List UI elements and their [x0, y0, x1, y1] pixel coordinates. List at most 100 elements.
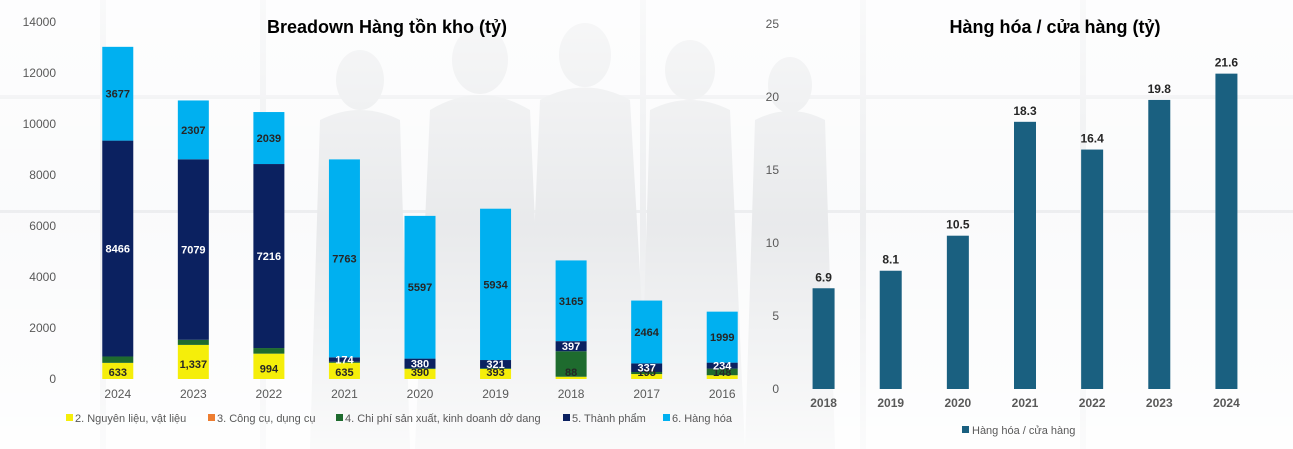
bar-segment-finished: [404, 358, 436, 369]
inventory-legend: 2. Nguyên liệu, vật liệu 3. Công cụ, dụng…: [66, 413, 733, 425]
data-label-goods-per-store: 21.6: [1215, 56, 1239, 70]
bar-segment-goods: [253, 112, 285, 165]
data-label-raw_materials: 635: [335, 367, 353, 379]
data-label-goods-per-store: 19.8: [1148, 82, 1172, 96]
x-tick-label: 2020: [407, 387, 434, 401]
data-label-raw_materials: 195: [637, 367, 655, 379]
bar-segment-finished: [706, 362, 738, 369]
legend-label-goods: 6. Hàng hóa: [672, 413, 733, 425]
bar-goods-per-store: [879, 270, 902, 389]
bar-segment-raw_materials: [102, 362, 134, 379]
data-label-raw_materials: 148: [713, 367, 731, 379]
legend-swatch-finished: [563, 414, 570, 421]
y-tick-label: 20: [766, 90, 780, 104]
y-tick-label: 12000: [23, 66, 57, 80]
legend-label-goods-per-store: Hàng hóa / cửa hàng: [972, 425, 1075, 437]
data-label-finished: 234: [713, 361, 732, 373]
data-label-goods-per-store: 16.4: [1080, 132, 1104, 146]
x-tick-label: 2018: [558, 387, 585, 401]
data-label-finished: 337: [637, 363, 655, 375]
legend-label-tools: 3. Công cụ, dụng cụ: [217, 413, 315, 425]
y-tick-label: 0: [49, 372, 56, 386]
legend-swatch-goods-per-store: [962, 426, 969, 433]
bar-segment-raw_materials: [555, 376, 587, 379]
legend-label-finished: 5. Thành phẩm: [572, 413, 646, 425]
data-label-goods-per-store: 18.3: [1013, 104, 1037, 118]
legend-label-raw_materials: 2. Nguyên liệu, vật liệu: [75, 413, 186, 425]
bar-goods-per-store: [1081, 149, 1104, 389]
goods-per-store-chart: Hàng hóa / cửa hàng (tỷ) 0 5 10 15 20 25 6.9 8…: [766, 17, 1240, 437]
bar-segment-finished: [480, 360, 512, 369]
x-tick-label: 2021: [331, 387, 358, 401]
inventory-breakdown-chart: Breadown Hàng tồn kho (tỷ) 0 2000 4000 6000…: [23, 15, 738, 425]
bar-segment-goods: [631, 300, 663, 364]
bar-goods-per-store: [1014, 121, 1036, 389]
goods-per-store-x-axis: 2018 2019 2020 2021 2022 2023 2024: [810, 396, 1240, 410]
bar-segment-wip: [253, 348, 285, 354]
x-tick-label: 2020: [945, 396, 972, 410]
bar-segment-wip: [328, 361, 360, 363]
bar-segment-wip: [480, 368, 512, 369]
legend-swatch-raw_materials: [66, 414, 73, 421]
bar-segment-goods: [177, 100, 209, 160]
data-label-goods-per-store: 6.9: [815, 270, 832, 284]
y-tick-label: 4000: [29, 270, 56, 284]
bar-goods-per-store: [1148, 99, 1171, 390]
data-label-finished: 7216: [257, 251, 281, 263]
data-label-goods-per-store: 8.1: [882, 253, 899, 267]
data-label-goods: 2039: [257, 133, 281, 145]
bar-segment-wip: [631, 371, 663, 375]
bar-segment-finished: [253, 164, 285, 349]
bar-segment-finished: [555, 341, 587, 352]
y-tick-label: 15: [766, 163, 780, 177]
legend-swatch-wip: [336, 414, 343, 421]
data-label-goods: 7763: [332, 253, 356, 265]
y-tick-label: 2000: [29, 321, 56, 335]
goods-per-store-data-labels: 6.9 8.1 10.5 18.3 16.4 19.8 21.6: [815, 56, 1238, 285]
bar-segment-wip: [102, 356, 134, 363]
x-tick-label: 2018: [810, 396, 837, 410]
bar-segment-goods: [706, 311, 738, 363]
bar-segment-wip: [706, 368, 738, 376]
data-label-goods: 5597: [408, 282, 432, 294]
bar-segment-finished: [177, 159, 209, 340]
data-label-raw_materials: 88: [565, 367, 577, 379]
bar-segment-goods: [328, 159, 360, 358]
data-label-goods: 1999: [710, 332, 734, 344]
x-tick-label: 2024: [1213, 396, 1240, 410]
data-label-finished: 8466: [106, 244, 130, 256]
y-tick-label: 25: [766, 17, 780, 31]
data-label-finished: 174: [335, 355, 354, 367]
data-label-goods-per-store: 10.5: [946, 218, 970, 232]
bar-segment-raw_materials: [177, 344, 209, 379]
data-label-raw_materials: 1,337: [180, 359, 208, 371]
data-label-goods: 2307: [181, 125, 205, 137]
bar-segment-raw_materials: [404, 369, 436, 379]
data-label-finished: 7079: [181, 245, 205, 257]
data-label-finished: 380: [411, 358, 429, 370]
bar-segment-wip: [404, 368, 436, 370]
y-tick-label: 14000: [23, 15, 57, 29]
data-label-raw_materials: 633: [109, 367, 127, 379]
bar-segment-goods: [102, 46, 134, 141]
x-tick-label: 2023: [180, 387, 207, 401]
x-tick-label: 2016: [709, 387, 736, 401]
x-tick-label: 2019: [877, 396, 904, 410]
x-tick-label: 2023: [1146, 396, 1173, 410]
bar-segment-raw_materials: [253, 353, 285, 379]
inventory-y-axis: 0 2000 4000 6000 8000 10000 12000 14000: [23, 15, 57, 386]
goods-per-store-chart-title: Hàng hóa / cửa hàng (tỷ): [949, 17, 1160, 37]
goods-per-store-legend: Hàng hóa / cửa hàng: [962, 425, 1075, 437]
inventory-bars: [102, 46, 738, 379]
bar-segment-raw_materials: [480, 368, 512, 379]
bar-segment-wip: [555, 351, 587, 377]
legend-label-wip: 4. Chi phí sản xuất, kinh doanh dở dang: [345, 413, 541, 425]
bar-goods-per-store: [812, 288, 835, 389]
data-label-finished: 321: [486, 359, 504, 371]
bar-segment-wip: [177, 339, 209, 345]
data-label-raw_materials: 390: [411, 367, 429, 379]
x-tick-label: 2024: [104, 387, 131, 401]
bar-segment-raw_materials: [328, 362, 360, 379]
x-tick-label: 2021: [1012, 396, 1039, 410]
